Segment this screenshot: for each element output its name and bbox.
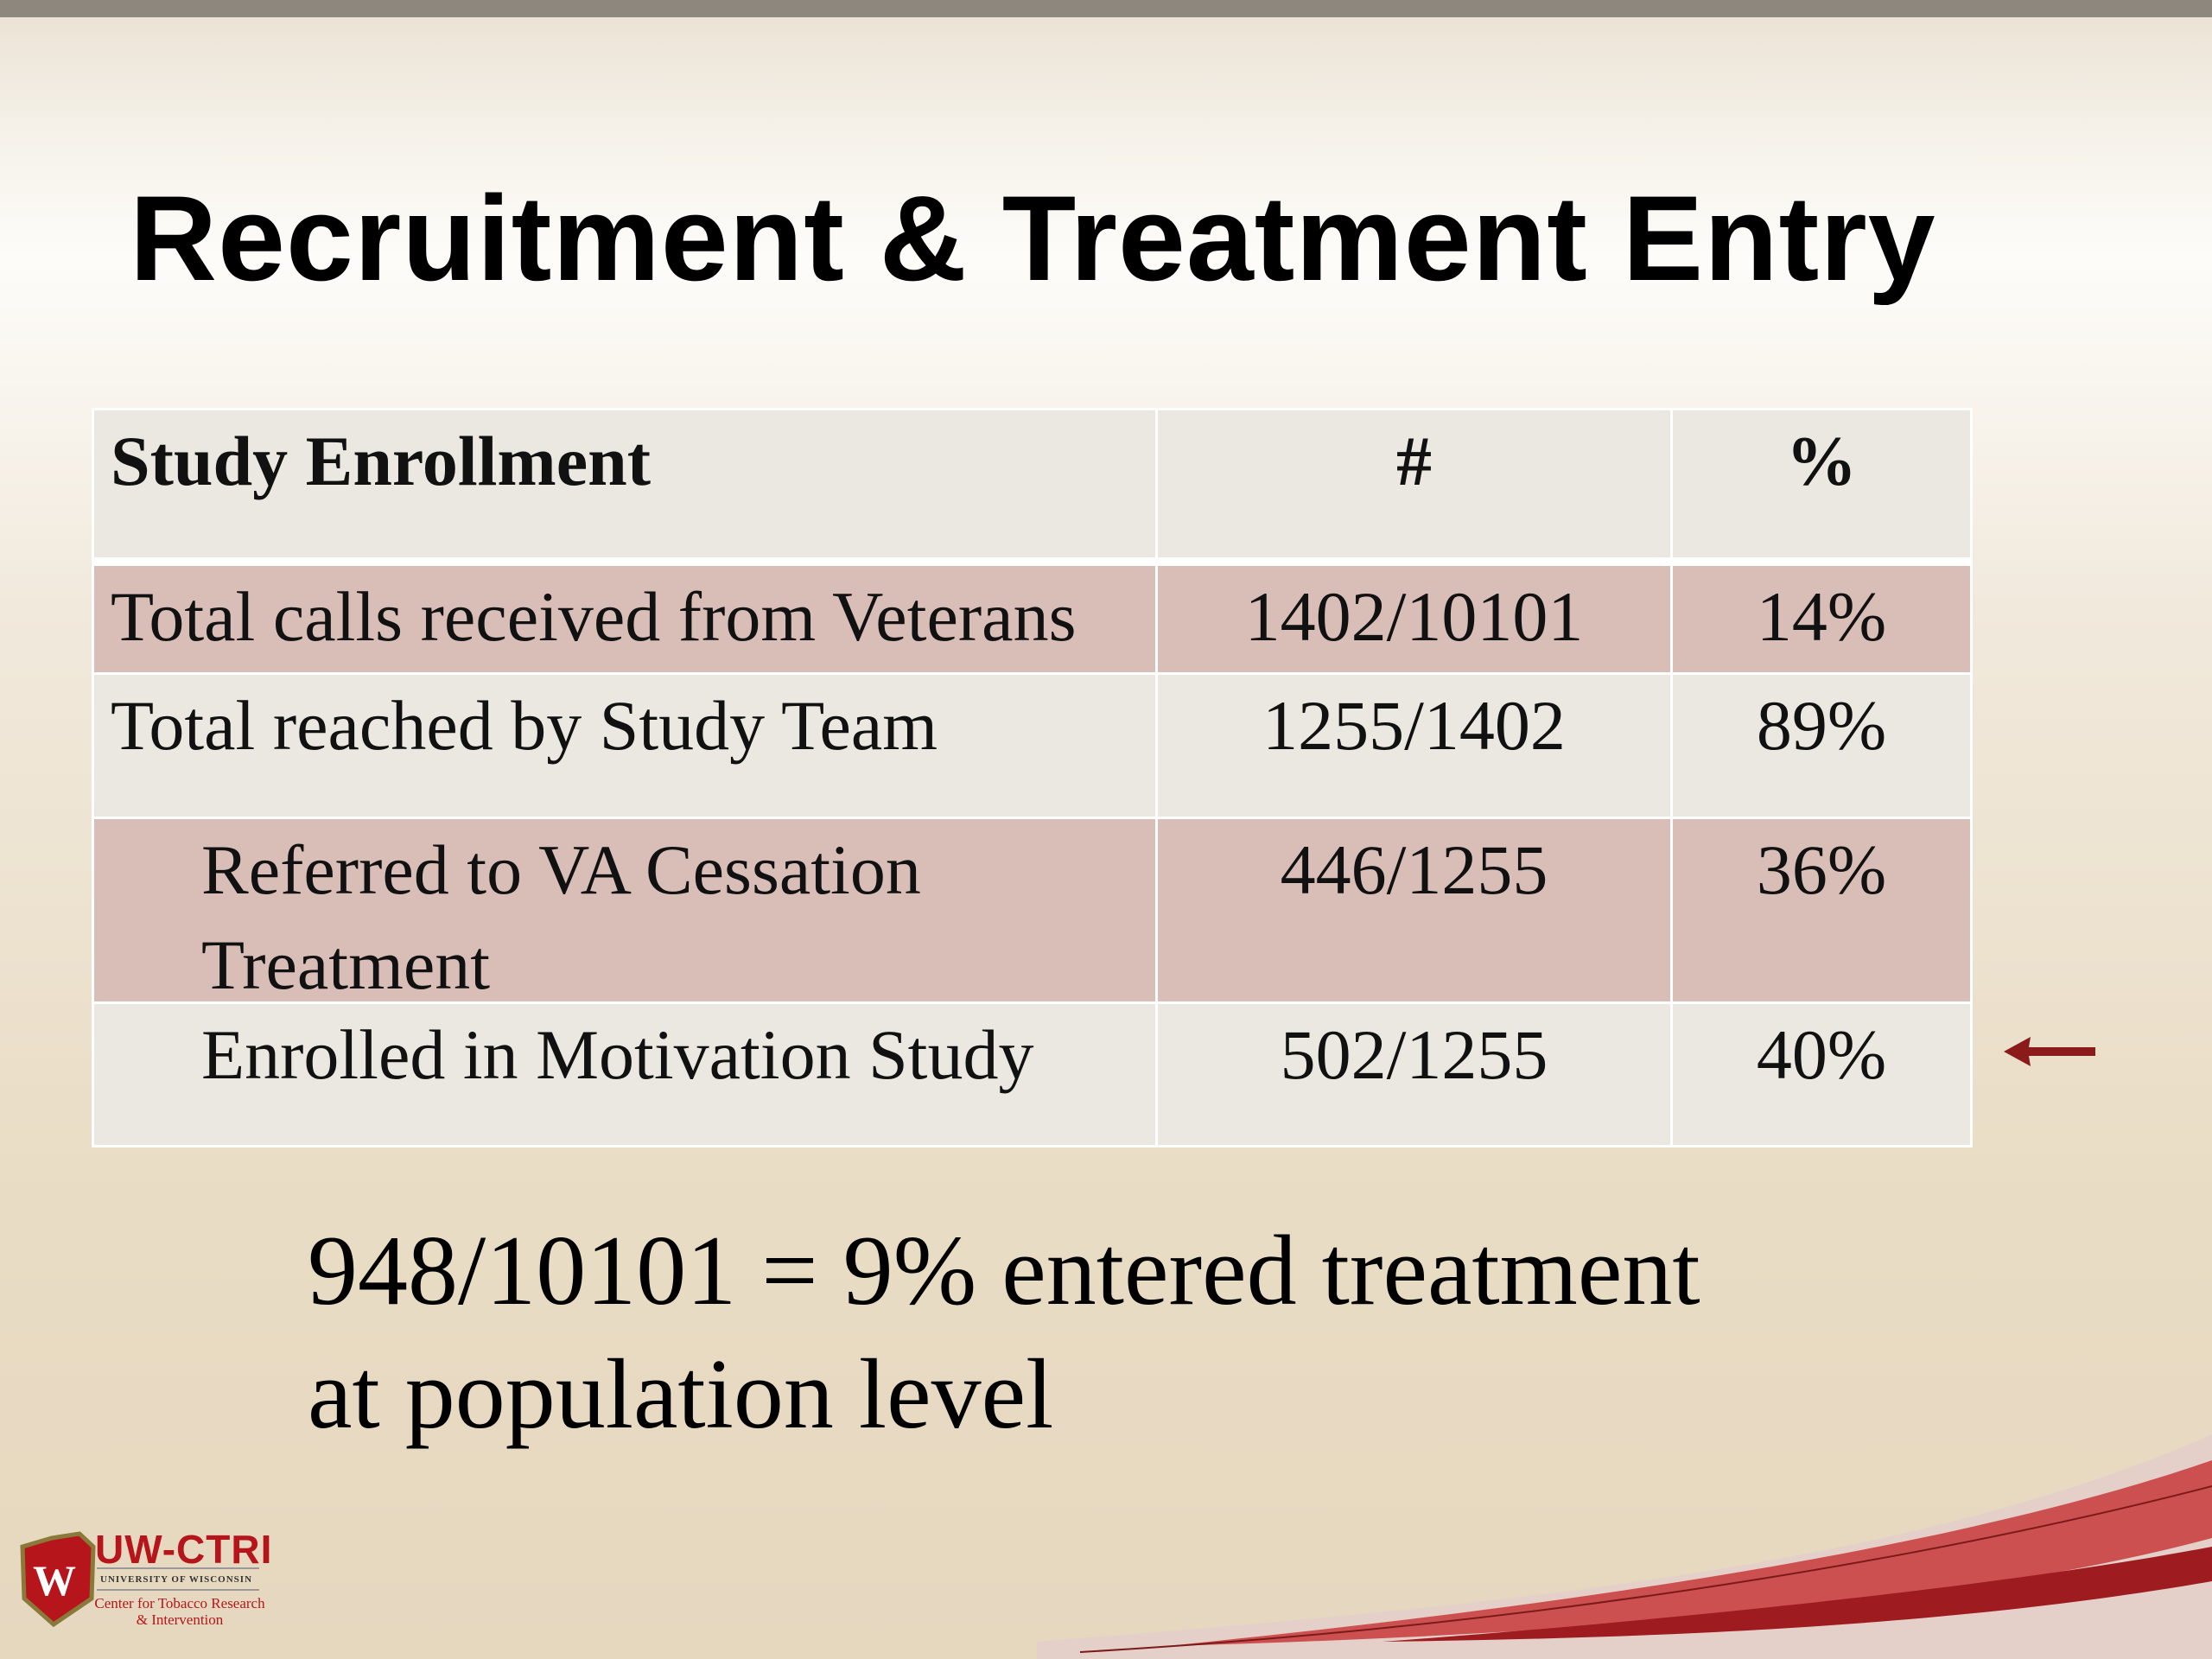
table-cell: 1402/10101 <box>1158 566 1670 672</box>
table-cell: Total calls received from Veterans <box>94 566 1155 672</box>
top-bar <box>0 0 2212 17</box>
table: Study Enrollment # % Total calls receive… <box>92 408 1973 1147</box>
summary-line: at population level <box>308 1339 1054 1450</box>
logo-university: UNIVERSITY OF WISCONSIN <box>100 1574 253 1585</box>
table-header: Study Enrollment <box>94 410 1155 557</box>
crest-letter: W <box>33 1556 76 1605</box>
swoosh <box>1382 1547 2212 1642</box>
table-cell: Referred to VA Cessation Treatment <box>94 819 1155 1004</box>
table-cell: Enrolled in Motivation Study <box>94 1004 1155 1145</box>
table-cell: 89% <box>1673 675 1970 817</box>
swoosh-line <box>1079 1485 2212 1653</box>
table-cell: 1255/1402 <box>1158 675 1670 817</box>
table-cell: 446/1255 <box>1158 819 1670 1001</box>
logo-name: UW-CTRI <box>95 1527 273 1572</box>
title: Recruitment & Treatment Entry <box>130 170 1936 306</box>
table-header: % <box>1673 410 1970 557</box>
crest <box>20 1531 96 1628</box>
table-header: # <box>1158 410 1670 557</box>
swoosh <box>1166 1460 2212 1646</box>
table-cell: Total reached by Study Team <box>94 675 1155 817</box>
arrow <box>2004 1037 2095 1066</box>
logo-center: Center for Tobacco Research & Interventi… <box>94 1595 265 1628</box>
table-cell: 502/1255 <box>1158 1004 1670 1145</box>
summary-line: 948/10101 = 9% entered treatment <box>308 1216 1700 1326</box>
table-cell: 40% <box>1673 1004 1970 1145</box>
table-cell: 36% <box>1673 819 1970 1001</box>
table-cell: 14% <box>1673 566 1970 672</box>
